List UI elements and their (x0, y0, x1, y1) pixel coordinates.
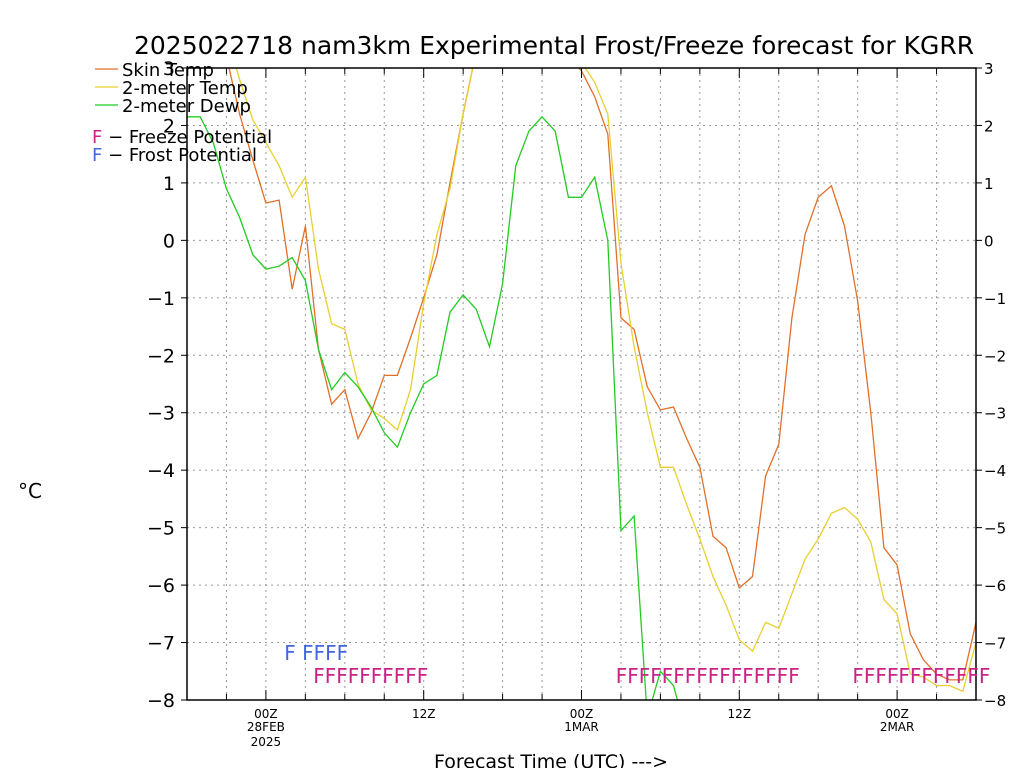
x-tick-sublabel-year: 2025 (251, 735, 282, 749)
series-line-2 (187, 115, 679, 700)
y-tick-label-left: −6 (147, 575, 175, 597)
x-tick-sublabel: 1MAR (564, 720, 599, 734)
potential-markers: F FFFFFFFFFFFFFF FFFFFFFFFFFFFFFF FFFFFFFF… (284, 641, 990, 688)
y-tick-label-left: −2 (147, 345, 175, 367)
y-tick-label-right: −5 (984, 520, 1006, 538)
x-axis-label: Forecast Time (UTC) ---> (434, 751, 668, 768)
y-tick-label-left: −4 (147, 460, 175, 482)
y-tick-label-right: 2 (984, 117, 994, 135)
y-tick-label-right: −6 (984, 577, 1006, 595)
y-tick-label-right: 3 (984, 60, 994, 78)
x-tick-label: 00Z (885, 707, 909, 721)
y-tick-label-left: −7 (147, 633, 175, 655)
y-tick-label-left: 3 (163, 58, 175, 80)
frost-potential-markers: F FFFF (284, 641, 348, 665)
x-tick-label: 00Z (254, 707, 278, 721)
freeze-potential-markers-1: FFFFFFFFFFFFFFFF (616, 664, 800, 688)
y-tick-label-left: −1 (147, 288, 175, 310)
y-tick-label-right: −3 (984, 405, 1006, 423)
x-tick-sublabel: 2MAR (880, 720, 915, 734)
y-tick-label-right: −1 (984, 290, 1006, 308)
y-tick-label-left: −8 (147, 690, 175, 712)
legend-label-1: 2-meter Temp (122, 78, 248, 99)
y-tick-label-right: −7 (984, 635, 1006, 653)
legend-label-0: Skin Temp (122, 60, 214, 81)
plot-frame (186, 67, 977, 701)
chart-title: 2025022718 nam3km Experimental Frost/Fre… (134, 31, 974, 60)
y-tick-label-left: 1 (163, 173, 175, 195)
y-tick-label-left: 0 (163, 230, 175, 252)
y-tick-label-right: −8 (984, 692, 1006, 710)
grid-lines (187, 68, 976, 700)
y-tick-label-left: −3 (147, 403, 175, 425)
y-tick-label-left: 2 (163, 115, 175, 137)
legend-frost-label: F − Frost Potential (92, 145, 257, 166)
freeze-potential-markers-0: FFFFFFFFFF (313, 664, 428, 688)
x-tick-label: 12Z (412, 707, 436, 721)
x-tick-label: 00Z (570, 707, 594, 721)
legend-label-2: 2-meter Dewp (122, 96, 251, 117)
y-tick-label-left: −5 (147, 518, 175, 540)
y-tick-label-right: 0 (984, 232, 994, 250)
y-tick-label-right: −2 (984, 347, 1006, 365)
y-tick-label-right: −4 (984, 462, 1006, 480)
legend-freeze-label: F − Freeze Potential (92, 127, 272, 148)
y-tick-label-right: 1 (984, 175, 994, 193)
series-line-1 (235, 68, 976, 693)
x-tick-sublabel: 28FEB (247, 720, 285, 734)
freeze-potential-markers-2: FFFFFFFFFFFF (852, 664, 990, 688)
x-tick-label: 12Z (728, 707, 752, 721)
axes: −8 −8 −7 −7 −6 −6 −5 −5 −4 −4 −3 −3 −2 −2 −1 −1 0 0 1 1 2 2 3 3… (147, 58, 1006, 749)
y-axis-label: °C (18, 479, 42, 503)
